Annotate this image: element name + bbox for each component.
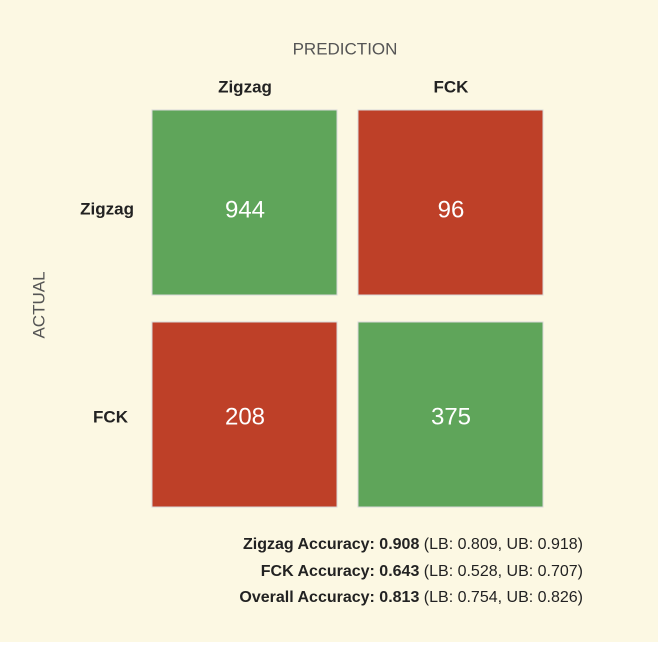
cell-correct xyxy=(151,109,338,296)
cell-value: 96 xyxy=(438,196,465,223)
row-header: FCK xyxy=(93,407,129,426)
cell-value: 208 xyxy=(225,403,265,430)
cell-correct xyxy=(357,321,544,508)
accuracy-bounds: (LB: 0.754, UB: 0.826) xyxy=(424,589,583,606)
cell-value: 375 xyxy=(431,403,471,430)
cell-error xyxy=(357,109,544,296)
column-axis-title: PREDICTION xyxy=(293,39,398,58)
column-header: Zigzag xyxy=(218,77,272,96)
cell-value: 944 xyxy=(225,196,265,223)
accuracy-bounds: (LB: 0.809, UB: 0.918) xyxy=(424,536,583,553)
row-header: Zigzag xyxy=(80,199,134,218)
column-header: FCK xyxy=(434,77,470,96)
accuracy-label: Overall Accuracy: 0.813 xyxy=(239,589,419,606)
cell-error xyxy=(151,321,338,508)
accuracy-line: Zigzag Accuracy: 0.908 (LB: 0.809, UB: 0… xyxy=(243,536,583,553)
accuracy-label: Zigzag Accuracy: 0.908 xyxy=(243,536,419,553)
accuracy-line: FCK Accuracy: 0.643 (LB: 0.528, UB: 0.70… xyxy=(261,563,583,580)
accuracy-label: FCK Accuracy: 0.643 xyxy=(261,563,420,580)
accuracy-line: Overall Accuracy: 0.813 (LB: 0.754, UB: … xyxy=(239,589,583,606)
row-axis-title: ACTUAL xyxy=(29,271,48,338)
accuracy-bounds: (LB: 0.528, UB: 0.707) xyxy=(424,563,583,580)
